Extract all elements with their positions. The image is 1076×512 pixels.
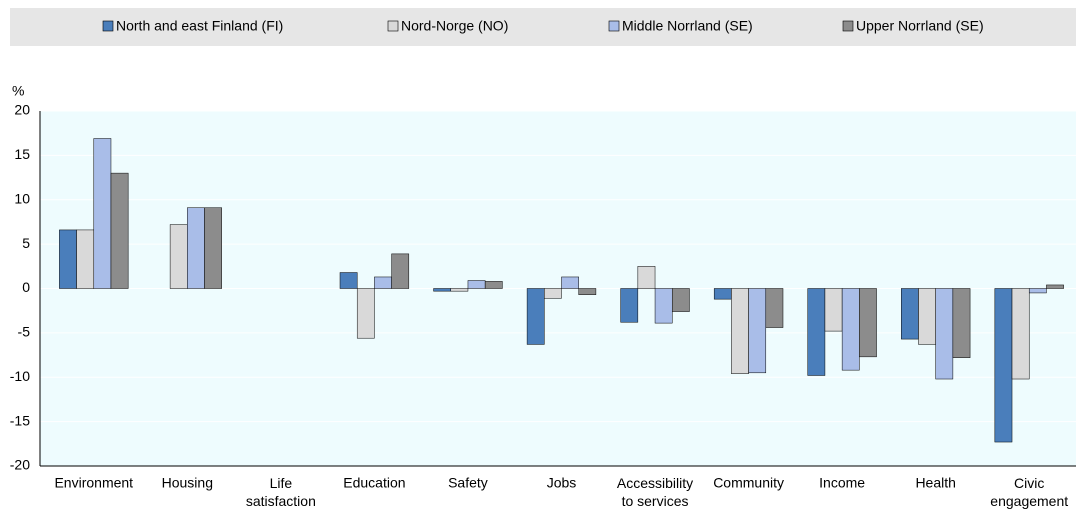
bar bbox=[765, 288, 784, 328]
legend-swatch bbox=[387, 20, 399, 32]
x-tick-label: Accessibility to services bbox=[617, 475, 693, 509]
y-tick-label: -20 bbox=[10, 457, 30, 473]
bar bbox=[484, 281, 503, 289]
bar bbox=[187, 207, 205, 289]
y-tick-label: 20 bbox=[14, 102, 30, 118]
bar bbox=[433, 288, 452, 292]
bar bbox=[204, 207, 222, 289]
bar bbox=[1046, 284, 1064, 289]
x-tick-label: Civic engagement bbox=[990, 475, 1068, 509]
legend-label: Upper Norrland (SE) bbox=[856, 18, 984, 34]
bar bbox=[391, 253, 410, 289]
bar bbox=[654, 288, 673, 324]
bar bbox=[450, 288, 469, 292]
bar bbox=[76, 229, 95, 289]
legend-swatch bbox=[842, 20, 854, 32]
legend-swatch bbox=[102, 20, 114, 32]
bar bbox=[713, 288, 732, 300]
y-tick-label: 10 bbox=[14, 190, 30, 206]
x-tick-label: Community bbox=[713, 475, 784, 491]
bar bbox=[901, 288, 919, 340]
y-tick-label: -15 bbox=[10, 412, 30, 428]
bar bbox=[841, 288, 860, 371]
bar bbox=[952, 288, 971, 358]
x-tick-label: Safety bbox=[448, 475, 488, 491]
bar bbox=[1028, 288, 1047, 294]
bar bbox=[93, 138, 112, 289]
bar bbox=[526, 288, 545, 345]
bar bbox=[467, 280, 486, 289]
bar bbox=[859, 288, 877, 358]
bar bbox=[356, 288, 375, 339]
bar bbox=[374, 276, 392, 289]
bar bbox=[731, 288, 749, 374]
y-tick-label: 5 bbox=[22, 235, 30, 251]
bar bbox=[994, 288, 1013, 443]
y-tick-label: 0 bbox=[22, 279, 30, 295]
y-tick-label: 15 bbox=[14, 146, 30, 162]
bar bbox=[544, 288, 562, 299]
legend-background bbox=[10, 8, 1076, 46]
bar bbox=[918, 288, 936, 345]
x-tick-label: Life satisfaction bbox=[246, 475, 316, 509]
bar bbox=[637, 266, 656, 289]
bar bbox=[339, 272, 358, 289]
bar bbox=[59, 229, 77, 289]
bar bbox=[671, 288, 690, 312]
bar bbox=[110, 172, 129, 289]
bar bbox=[169, 224, 188, 289]
x-tick-label: Jobs bbox=[547, 475, 577, 491]
bar bbox=[824, 288, 843, 332]
bar bbox=[1011, 288, 1030, 380]
x-tick-label: Income bbox=[819, 475, 865, 491]
legend-label: North and east Finland (FI) bbox=[116, 18, 283, 34]
x-tick-label: Environment bbox=[54, 475, 133, 491]
x-tick-label: Housing bbox=[162, 475, 213, 491]
x-tick-label: Education bbox=[343, 475, 405, 491]
y-tick-label: -5 bbox=[18, 324, 31, 340]
legend-label: Middle Norrland (SE) bbox=[622, 18, 753, 34]
legend-swatch bbox=[608, 20, 620, 32]
y-tick-label: -10 bbox=[10, 368, 30, 384]
bar bbox=[748, 288, 767, 374]
bar bbox=[578, 288, 597, 295]
bar bbox=[620, 288, 639, 323]
bar bbox=[935, 288, 954, 380]
bar bbox=[807, 288, 826, 376]
y-axis-label: % bbox=[12, 83, 24, 99]
x-tick-label: Health bbox=[915, 475, 955, 491]
legend-label: Nord-Norge (NO) bbox=[401, 18, 508, 34]
bar bbox=[561, 276, 579, 289]
